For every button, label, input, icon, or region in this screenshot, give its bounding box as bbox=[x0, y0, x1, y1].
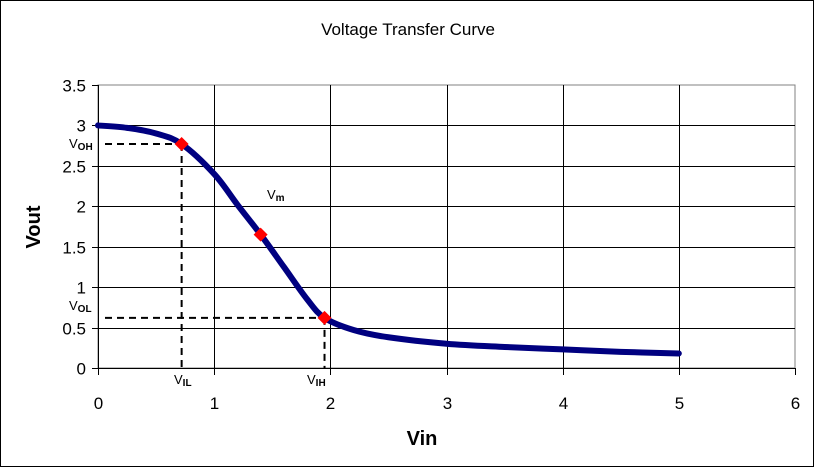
y-axis-label: Vout bbox=[23, 205, 45, 248]
x-tick-label: 3 bbox=[443, 394, 452, 413]
chart-title: Voltage Transfer Curve bbox=[321, 20, 495, 39]
y-tick-label: 2.5 bbox=[62, 158, 86, 177]
annotation-voh: VOH bbox=[69, 136, 93, 153]
diamond-marker bbox=[317, 310, 332, 325]
diamond-marker bbox=[174, 137, 189, 152]
y-tick-label: 0 bbox=[77, 360, 86, 379]
annotation-vol: VOL bbox=[69, 298, 92, 315]
y-tick-label: 0.5 bbox=[62, 320, 86, 339]
y-tick-label: 2 bbox=[77, 198, 86, 217]
annotation-vm: Vm bbox=[267, 187, 285, 204]
y-tick-label: 1.5 bbox=[62, 239, 86, 258]
diamond-marker bbox=[253, 227, 268, 242]
y-tick-label: 3 bbox=[77, 117, 86, 136]
x-axis-label: Vin bbox=[407, 428, 438, 450]
x-tick-label: 0 bbox=[94, 394, 103, 413]
annotation-vil: VIL bbox=[174, 372, 192, 389]
vtc-curve bbox=[95, 122, 682, 357]
y-tick-label: 1 bbox=[77, 279, 86, 298]
x-tick-label: 1 bbox=[210, 394, 219, 413]
y-tick-label: 3.5 bbox=[62, 77, 86, 96]
annotation-vih: VIH bbox=[307, 372, 326, 389]
plot-area bbox=[97, 84, 796, 369]
x-tick-label: 2 bbox=[326, 394, 335, 413]
x-tick-label: 5 bbox=[675, 394, 684, 413]
x-tick-label: 6 bbox=[791, 394, 800, 413]
x-tick-label: 4 bbox=[559, 394, 568, 413]
